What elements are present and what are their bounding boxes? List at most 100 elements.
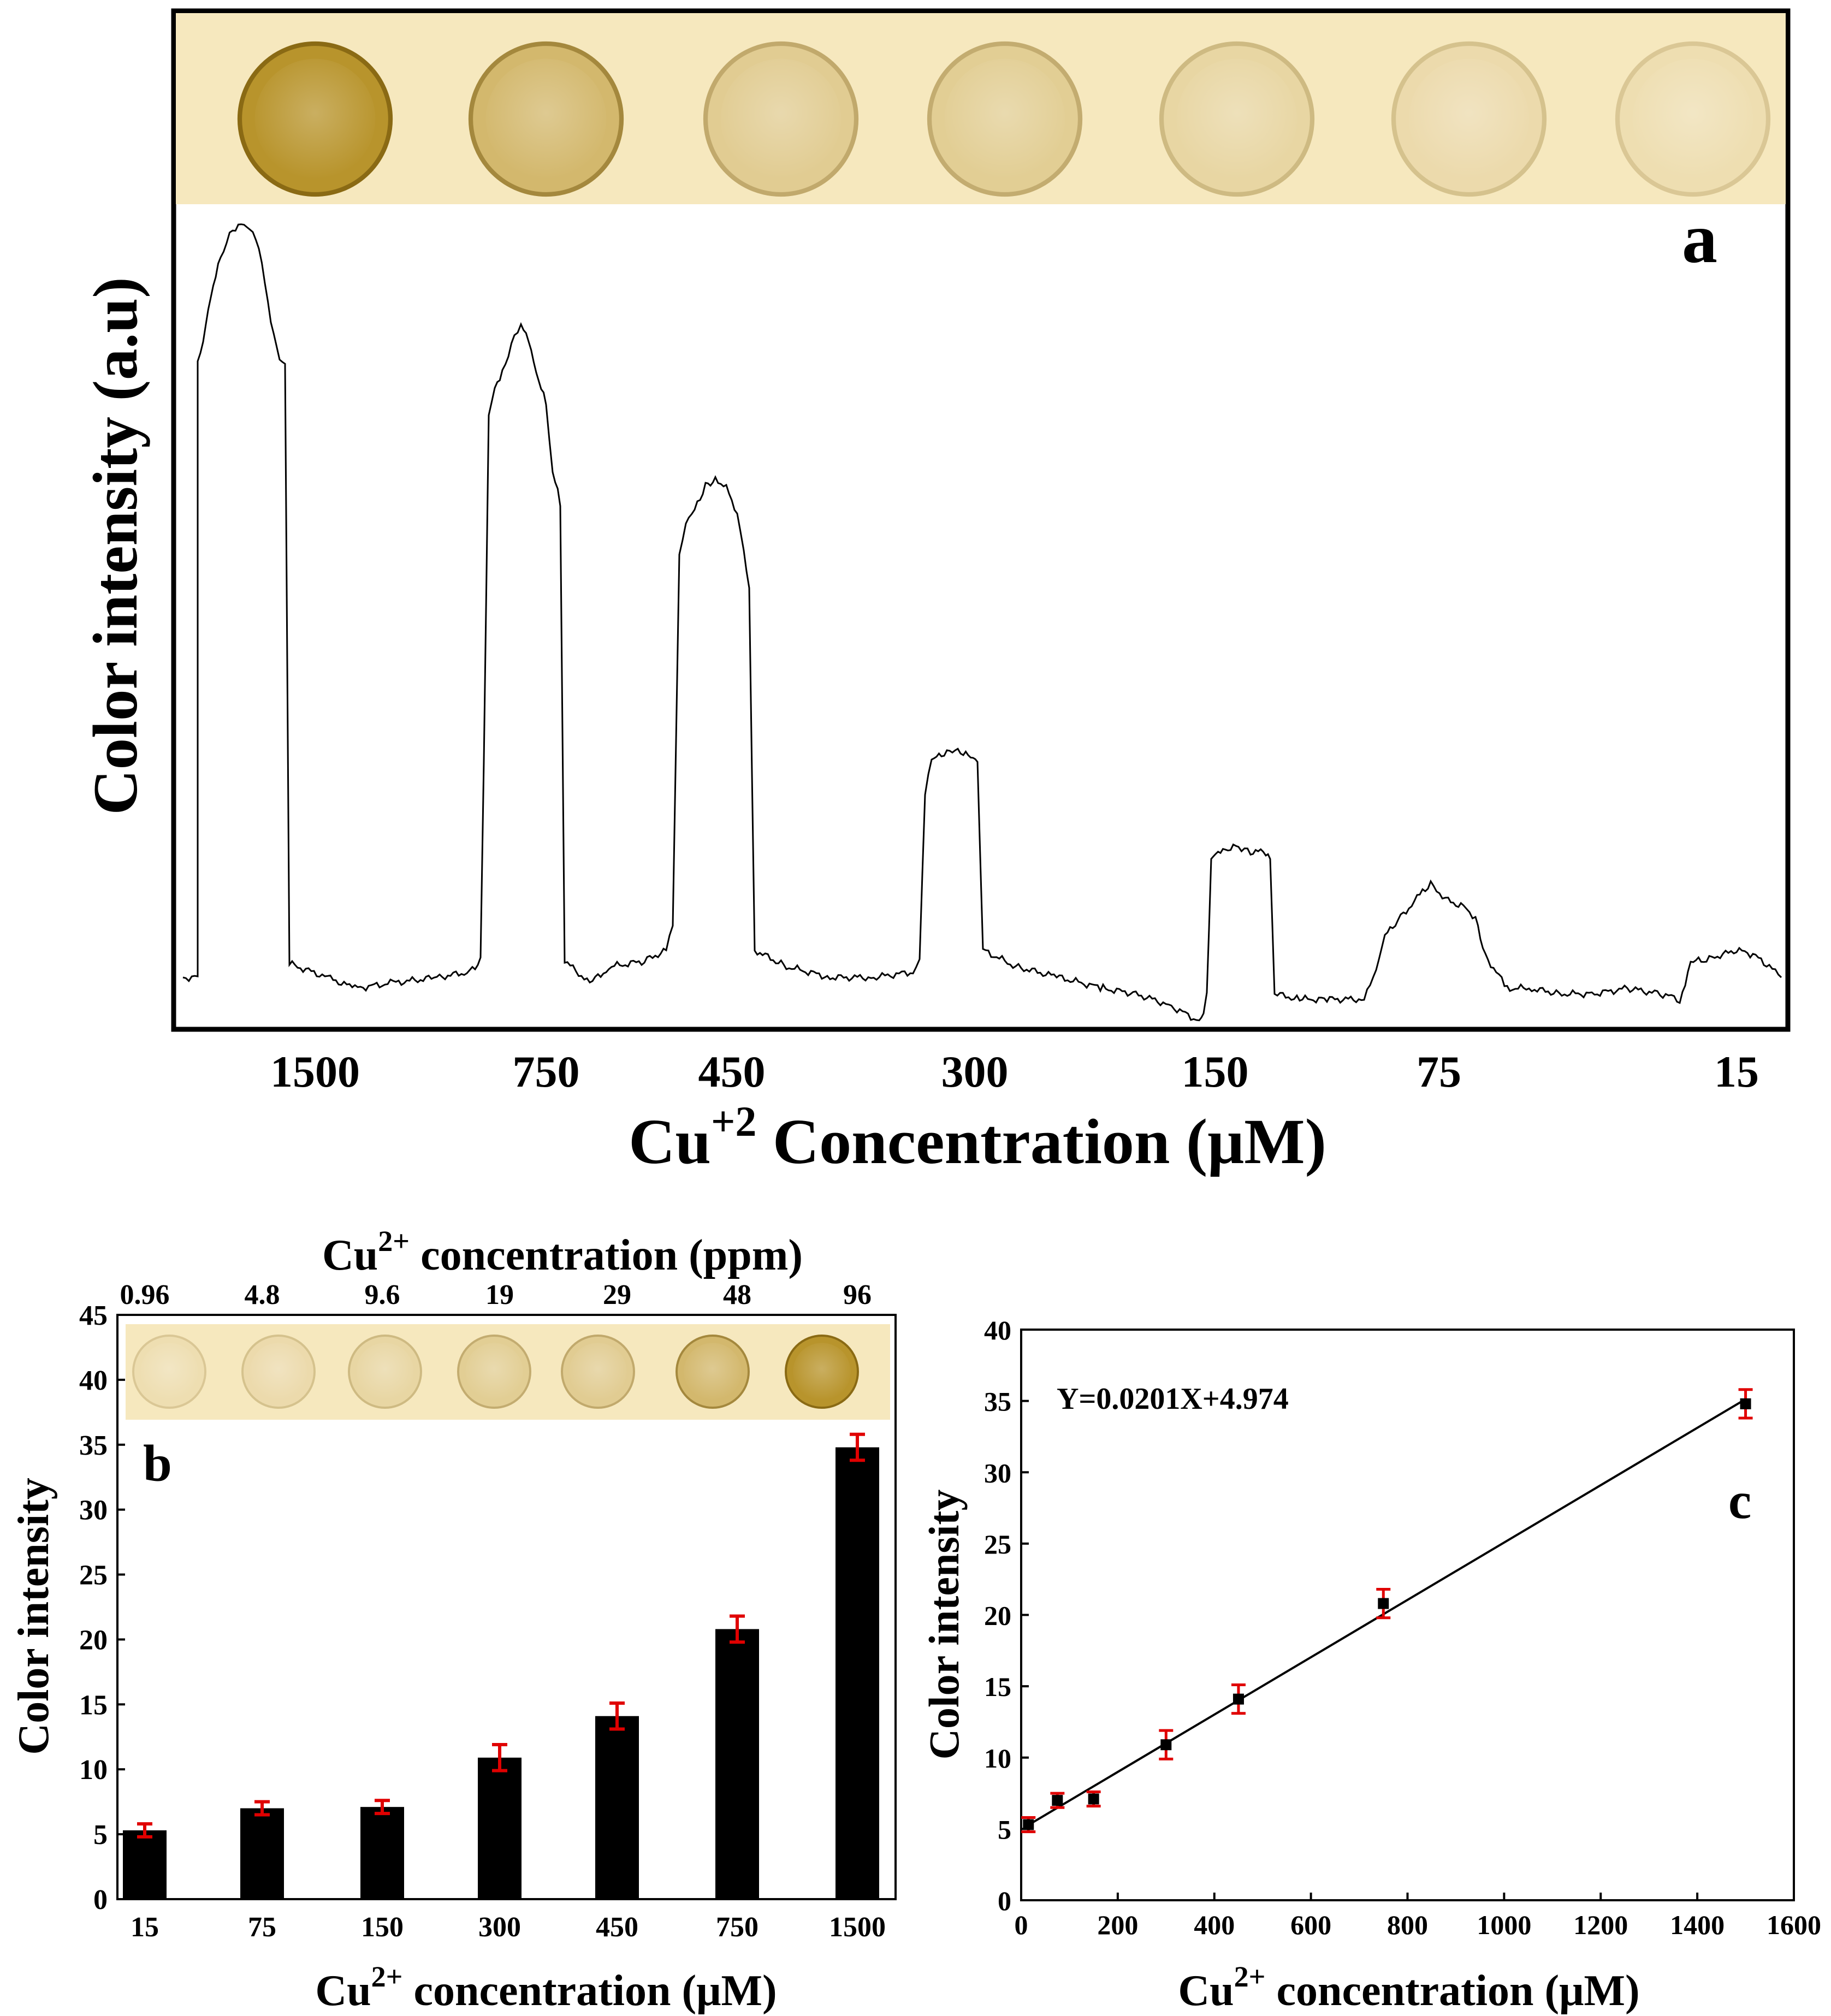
panel-b-spot (132, 1335, 206, 1409)
panel-c-y-tick-label: 10 (984, 1743, 1011, 1774)
panel-c-y-tick-label: 20 (984, 1600, 1011, 1631)
panel-b-top-tick-label: 0.96 (120, 1279, 170, 1311)
panel-c-xlabel: Cu2+ concentration (μM) (1178, 1960, 1639, 2015)
panel-a-x-tick-labels: 1500 750 450 300 150 75 15 (270, 1047, 1759, 1096)
panel-b-error-bar (254, 1800, 270, 1817)
panel-b-bar (595, 1716, 639, 1899)
panel-b-xlabel: Cu2+ concentration (μM) (315, 1960, 777, 2015)
panel-a-spot-highlight (1632, 58, 1753, 180)
panel-b-y-tick-label: 10 (79, 1754, 108, 1786)
panel-b-xlabel-rest: concentration (μM) (402, 1967, 777, 2015)
panel-c-y-tick-label: 35 (984, 1386, 1011, 1417)
panel-c-equation: Y=0.0201X+4.974 (1057, 1382, 1289, 1416)
panel-b-y-tick-label: 5 (93, 1819, 108, 1851)
panel-a-x-tick-label: 750 (513, 1047, 580, 1096)
panel-b-error-bar (492, 1743, 507, 1772)
panel-b-x-tick-label: 750 (716, 1912, 759, 1943)
panel-a-spot-highlight (1176, 58, 1297, 180)
panel-a-xlabel-rest: Concentration (μM) (756, 1106, 1326, 1177)
panel-a-xlabel-base: Cu (629, 1106, 711, 1177)
panel-c-x-tick-label: 800 (1387, 1910, 1428, 1940)
panel-b-top-axis-label: Cu2+ concentration (ppm) (322, 1225, 803, 1279)
panel-b-ylabel: Color intensity (10, 1478, 58, 1754)
panel-a-spot (237, 41, 393, 197)
panel-a-spot-highlight (1408, 58, 1530, 180)
panel-c-y-tick-label: 15 (984, 1671, 1011, 1702)
panel-b-plot-frame (116, 1314, 897, 1900)
panel-b-top-label-sup: 2+ (378, 1225, 410, 1258)
panel-b-spot (348, 1335, 422, 1409)
panel-b-x-tick-label: 1500 (829, 1912, 886, 1943)
panel-b-bar (240, 1808, 284, 1899)
panel-b-y-tick-label: 25 (79, 1560, 108, 1591)
panel-a-ylabel: Color intensity (a.u) (81, 277, 150, 815)
panel-c-point (1160, 1739, 1172, 1751)
panel-c-x-tick-label: 600 (1290, 1910, 1331, 1940)
panel-a-spot-highlight (720, 58, 842, 180)
panel-b-spot (241, 1335, 316, 1409)
panel-b-axes (116, 1314, 897, 1900)
panel-b-error-bar (137, 1822, 152, 1839)
panel-c-ylabel: Color intensity (920, 1490, 968, 1760)
panel-b-spot (561, 1335, 635, 1409)
panel-c-y-tick-labels: 0 5 10 15 20 25 30 35 40 (984, 1315, 1011, 1916)
panel-a-x-tick-label: 150 (1182, 1047, 1249, 1096)
panel-b-bar (835, 1447, 879, 1899)
panel-a-spots (237, 41, 1771, 197)
panel-b-spot-highlight (250, 1343, 307, 1401)
panel-b-x-tick-label: 150 (361, 1912, 404, 1943)
panel-c-label: c (1728, 1472, 1751, 1529)
panel-c-y-tick-label: 40 (984, 1315, 1011, 1345)
panel-b-top-label-base: Cu (322, 1231, 378, 1279)
panel-b-x-tick-labels: 15 75 150 300 450 750 1500 (131, 1912, 886, 1943)
panel-b-spot-highlight (356, 1343, 414, 1401)
panel-c-point (1740, 1398, 1751, 1409)
panel-a-spot (1615, 41, 1771, 197)
panel-c-x-tick-label: 1200 (1573, 1910, 1628, 1940)
panel-b-spot-highlight (684, 1343, 742, 1401)
panel-b-top-tick-labels: 0.96 4.8 9.6 19 29 48 96 (120, 1279, 872, 1311)
panel-c-x-tick-label: 1600 (1767, 1910, 1821, 1940)
panel-c-point (1052, 1795, 1063, 1806)
panel-c: 0 5 10 15 20 25 30 35 40 0 200 400 600 800 1000 1200 14… (920, 1315, 1821, 2015)
panel-a-spot-highlight (944, 58, 1065, 180)
panel-a-xlabel-sup: +2 (711, 1098, 756, 1145)
panel-b-xlabel-base: Cu (315, 1967, 371, 2015)
panel-b-error-bar (609, 1701, 625, 1731)
panel-b-spot (785, 1335, 859, 1409)
panel-b-bar (715, 1629, 759, 1899)
panel-b-spot-highlight (793, 1343, 851, 1401)
panel-a-spot (927, 41, 1083, 197)
panel-b-top-tick-label: 19 (485, 1279, 514, 1311)
panel-a-xlabel: Cu+2 Concentration (μM) (629, 1098, 1326, 1177)
panel-a-x-tick-label: 450 (698, 1047, 766, 1096)
panel-b-y-tick-label: 35 (79, 1430, 108, 1461)
panel-b-top-tick-label: 96 (843, 1279, 872, 1311)
panel-c-x-tick-label: 400 (1194, 1910, 1235, 1940)
panel-b-spot (675, 1335, 750, 1409)
panel-b-top-label-rest: concentration (ppm) (410, 1231, 803, 1279)
panel-c-fit-line (1028, 1398, 1746, 1826)
panel-c-point (1088, 1793, 1099, 1805)
panel-b-bars (123, 1447, 879, 1899)
panel-b-y-tick-label: 15 (79, 1689, 108, 1721)
panel-a-spot-highlight (254, 58, 376, 180)
panel-a-label: a (1682, 199, 1717, 278)
panel-b-y-tick-label: 40 (79, 1365, 108, 1396)
panel-c-x-tick-labels: 0 200 400 600 800 1000 1200 1400 1600 (1015, 1910, 1822, 1940)
panel-c-xlabel-sup: 2+ (1234, 1960, 1266, 1993)
panel-a-spot (1159, 41, 1315, 197)
panel-a-spot (1391, 41, 1547, 197)
panel-b-spot-highlight (465, 1343, 523, 1401)
panel-c-y-tick-label: 25 (984, 1529, 1011, 1560)
panel-b-top-tick-label: 4.8 (245, 1279, 280, 1311)
panel-c-y-tick-label: 5 (998, 1814, 1011, 1845)
panel-c-y-tick-label: 0 (998, 1885, 1011, 1916)
panel-b-x-tick-label: 450 (596, 1912, 638, 1943)
panel-b-bar (360, 1807, 404, 1899)
panel-b-error-bar (375, 1799, 390, 1816)
panel-b-y-tick-labels: 0 5 10 15 20 25 30 35 40 45 (79, 1300, 108, 1916)
panel-a-x-tick-label: 75 (1417, 1047, 1461, 1096)
panel-b: Cu2+ concentration (ppm) 0.96 4.8 9.6 19 29 4… (10, 1225, 897, 2015)
